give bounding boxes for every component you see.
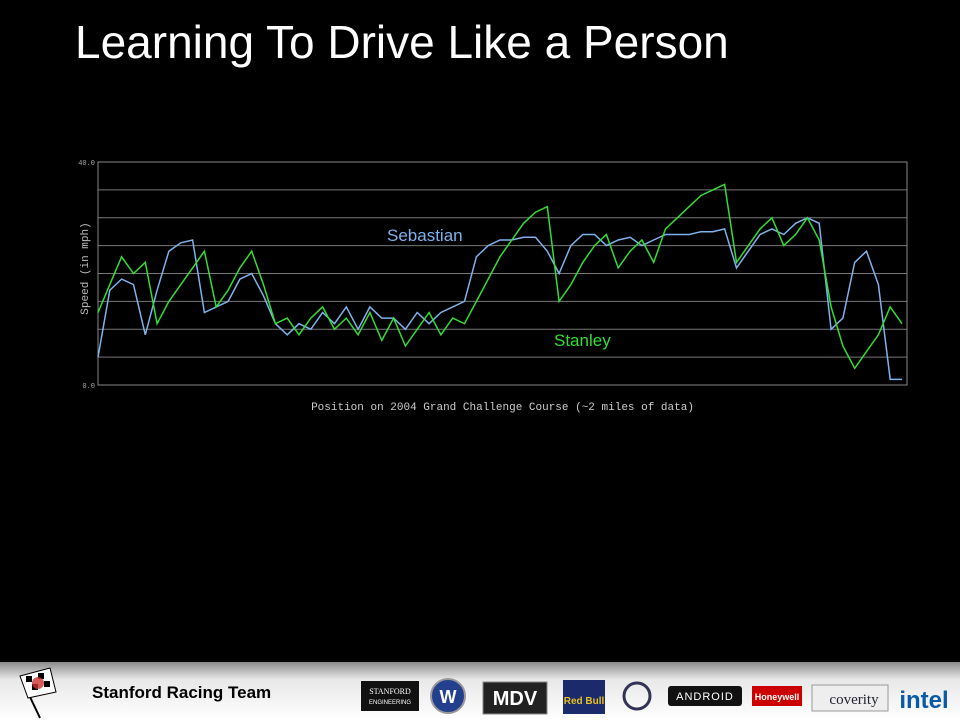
logo-box <box>668 686 742 706</box>
series-label: Stanley <box>554 331 611 350</box>
series-label: Sebastian <box>387 226 463 245</box>
y-tick-label: 0.0 <box>82 383 95 391</box>
logo-text: ENGINEERING <box>369 700 411 706</box>
logo-box <box>563 680 605 714</box>
series-line <box>97 216 902 381</box>
series-line <box>97 183 903 370</box>
logo-box <box>361 681 419 711</box>
logo-text: Honeywell <box>755 692 800 702</box>
logo-icon <box>622 681 652 711</box>
vw-mark: W <box>440 687 457 707</box>
logo-text: ANDROID <box>676 691 734 703</box>
plot-frame <box>97 161 908 386</box>
chart: 0.0 40.0 Speed (in mph) Position on 2004 Gr… <box>78 160 908 414</box>
slide-title: Learning To Drive Like a Person <box>75 16 729 68</box>
logo-text: intel <box>899 687 948 714</box>
vw-logo <box>430 678 466 714</box>
y-tick-label: 40.0 <box>78 160 95 168</box>
logo-text: coverity <box>829 692 879 708</box>
y-axis-label: Speed (in mph) <box>80 222 92 314</box>
logo-box <box>811 684 889 712</box>
x-axis-label: Position on 2004 Grand Challenge Course … <box>311 402 694 414</box>
sponsor-logos: STANFORD ENGINEERING W MDV Red Bull ANDR… <box>361 678 949 715</box>
logo-text: STANFORD <box>369 687 411 696</box>
logo-text: MDV <box>493 688 538 710</box>
logo-text: Red Bull <box>564 696 605 707</box>
logo-box <box>482 681 548 715</box>
logo-box <box>752 686 802 706</box>
team-name: Stanford Racing Team <box>92 683 271 702</box>
flag-icon <box>19 667 57 719</box>
